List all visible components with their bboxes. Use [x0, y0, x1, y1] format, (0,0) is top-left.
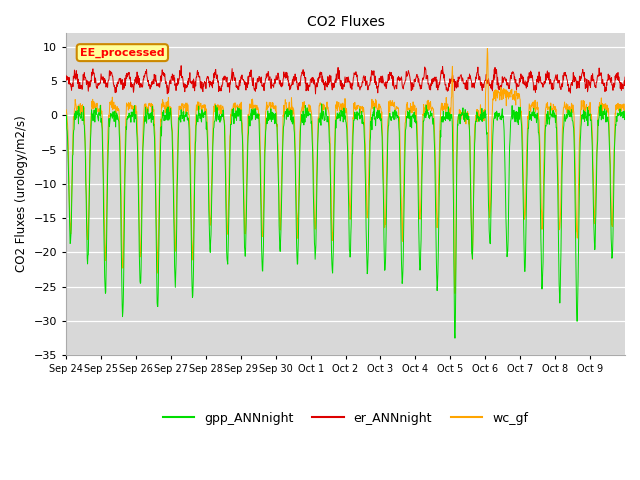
Text: EE_processed: EE_processed — [80, 48, 164, 58]
Legend: gpp_ANNnight, er_ANNnight, wc_gf: gpp_ANNnight, er_ANNnight, wc_gf — [158, 407, 533, 430]
Title: CO2 Fluxes: CO2 Fluxes — [307, 15, 385, 29]
Y-axis label: CO2 Fluxes (urology/m2/s): CO2 Fluxes (urology/m2/s) — [15, 116, 28, 273]
